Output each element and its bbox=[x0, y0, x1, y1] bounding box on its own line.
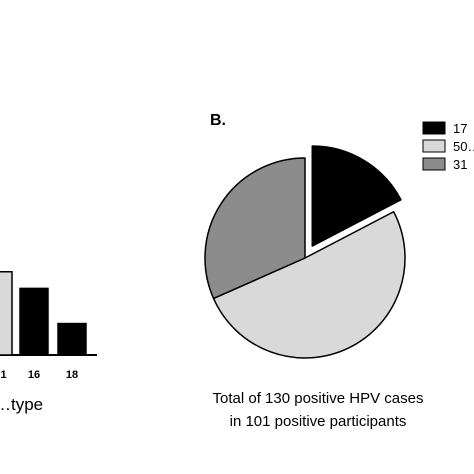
legend-swatch bbox=[422, 157, 446, 171]
bar-tick-label: 16 bbox=[28, 369, 40, 381]
bar-tick-labels: …1 16 18 bbox=[0, 369, 78, 381]
panel-label: B. bbox=[210, 112, 226, 129]
caption-line-2: in 101 positive participants bbox=[230, 413, 407, 430]
bar-x-axis-label: …type bbox=[0, 395, 43, 414]
pie-slice bbox=[204, 157, 306, 300]
bar-tick-label: …1 bbox=[0, 369, 7, 381]
pie-slices bbox=[204, 145, 406, 359]
legend-label: 50… bbox=[453, 139, 474, 154]
legend-swatch bbox=[422, 139, 446, 153]
pie-slice bbox=[311, 145, 402, 247]
legend-label: 17 bbox=[453, 121, 467, 136]
bar-chart-panel: …1 16 18 …type bbox=[0, 271, 97, 414]
bar bbox=[0, 271, 13, 356]
bar bbox=[57, 322, 87, 356]
bars bbox=[0, 271, 87, 356]
bar-tick-label: 18 bbox=[66, 369, 78, 381]
legend: 17 50… 31 bbox=[422, 121, 474, 172]
bar bbox=[19, 287, 49, 356]
legend-swatch bbox=[422, 121, 446, 135]
legend-label: 31 bbox=[453, 157, 467, 172]
caption-line-1: Total of 130 positive HPV cases bbox=[213, 390, 424, 407]
pie-chart-panel: B. 17 50… 31 Total of 130 positive HPV cas… bbox=[204, 112, 474, 430]
pie-slice bbox=[212, 210, 406, 359]
